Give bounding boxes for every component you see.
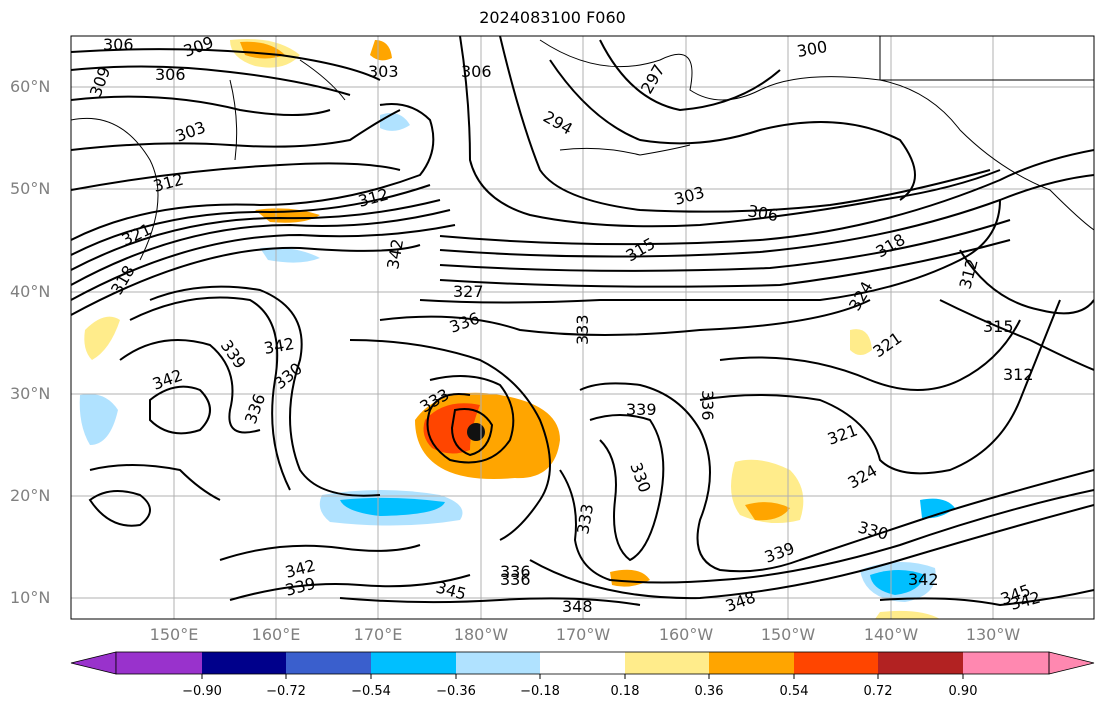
svg-text:333: 333 [573,314,592,345]
lon-label-140w: 140°W [863,625,919,644]
svg-text:336: 336 [500,570,531,589]
colorbar-tick-label: 0.36 [694,684,724,699]
lat-label-40n: 40°N [10,282,51,301]
svg-text:306: 306 [103,35,134,54]
svg-text:315: 315 [983,317,1014,336]
svg-text:327: 327 [453,282,484,301]
colorbar-tick-label: 0.90 [948,684,978,699]
svg-text:312: 312 [1003,365,1034,384]
svg-text:339: 339 [626,400,657,419]
colorbar-tick-label: −0.18 [520,684,560,699]
contour-lines [71,36,1094,607]
lon-label-130w: 130°W [965,625,1021,644]
svg-text:336: 336 [500,562,531,581]
lat-label-20n: 20°N [10,486,51,505]
map-title: 2024083100 F060 [479,8,626,27]
lon-label-170w: 170°W [555,625,611,644]
lon-label-170e: 170°E [353,625,403,644]
svg-text:303: 303 [368,62,399,81]
coastlines [71,36,1094,261]
colorbar-tick-label: 0.72 [863,684,893,699]
lon-label-150e: 150°E [149,625,199,644]
lon-label-160w: 160°W [658,625,714,644]
svg-text:348: 348 [562,597,593,616]
lat-label-30n: 30°N [10,384,51,403]
colorbar-tick-label: −0.90 [182,684,222,699]
svg-text:342: 342 [908,570,939,589]
colorbar-tick-label: −0.72 [266,684,306,699]
shaded-field [79,39,955,619]
lat-label-10n: 10°N [10,588,51,607]
svg-text:306: 306 [461,62,492,81]
lat-label-60n: 60°N [10,77,51,96]
colorbar-tick-label: −0.54 [351,684,391,699]
colorbar-tick-label: 0.18 [610,684,640,699]
graticule [71,36,1094,619]
map-frame [70,35,1095,620]
svg-text:306: 306 [155,65,186,84]
svg-text:336: 336 [698,390,717,421]
colorbar-tick-label: −0.36 [436,684,476,699]
lat-label-50n: 50°N [10,179,51,198]
lon-label-180w: 180°W [453,625,509,644]
lon-label-150w: 150°W [760,625,816,644]
colorbar [70,651,1095,679]
colorbar-tick-label: 0.54 [779,684,809,699]
lon-label-160e: 160°E [251,625,301,644]
